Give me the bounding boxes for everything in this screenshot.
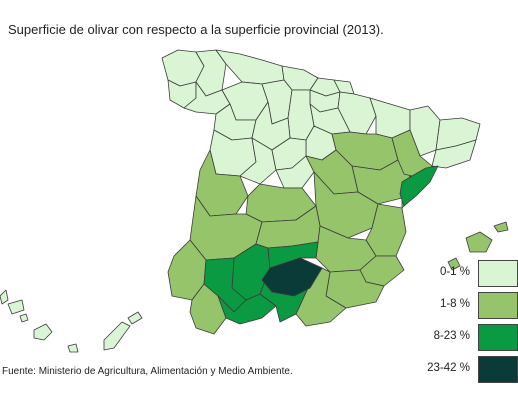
legend-label: 1-8 % [439, 298, 470, 310]
island-mallorca [465, 231, 493, 253]
island-la-palma [0, 289, 9, 305]
province-castellon-coast [399, 165, 439, 207]
legend-swatch [478, 324, 518, 351]
island-gomera [19, 313, 29, 323]
island-menorca [493, 221, 509, 233]
map-title: Superficie de olivar con respecto a la s… [8, 22, 384, 37]
legend-item: 0-1 % [402, 258, 518, 288]
source-note: Fuente: Ministerio de Agricultura, Alime… [2, 366, 293, 377]
legend-swatch [478, 260, 518, 287]
island-tenerife [7, 299, 25, 315]
island-gran-canaria [33, 323, 53, 341]
island-ibiza [447, 257, 461, 271]
legend-item: 8-23 % [402, 322, 518, 352]
province-asturias [215, 49, 285, 85]
province-huesca [369, 97, 411, 139]
legend-swatch [478, 356, 518, 383]
legend-label: 8-23 % [433, 330, 470, 342]
legend-swatch [478, 292, 518, 319]
legend-item: 23-42 % [402, 354, 518, 384]
island-hierro [67, 343, 79, 353]
legend-label: 0-1 % [439, 266, 470, 278]
legend-label: 23-42 % [427, 362, 470, 374]
province-jaen [261, 257, 323, 297]
island-fuerteventura [103, 321, 131, 351]
island-lanzarote [127, 311, 143, 325]
legend-item: 1-8 % [402, 290, 518, 320]
